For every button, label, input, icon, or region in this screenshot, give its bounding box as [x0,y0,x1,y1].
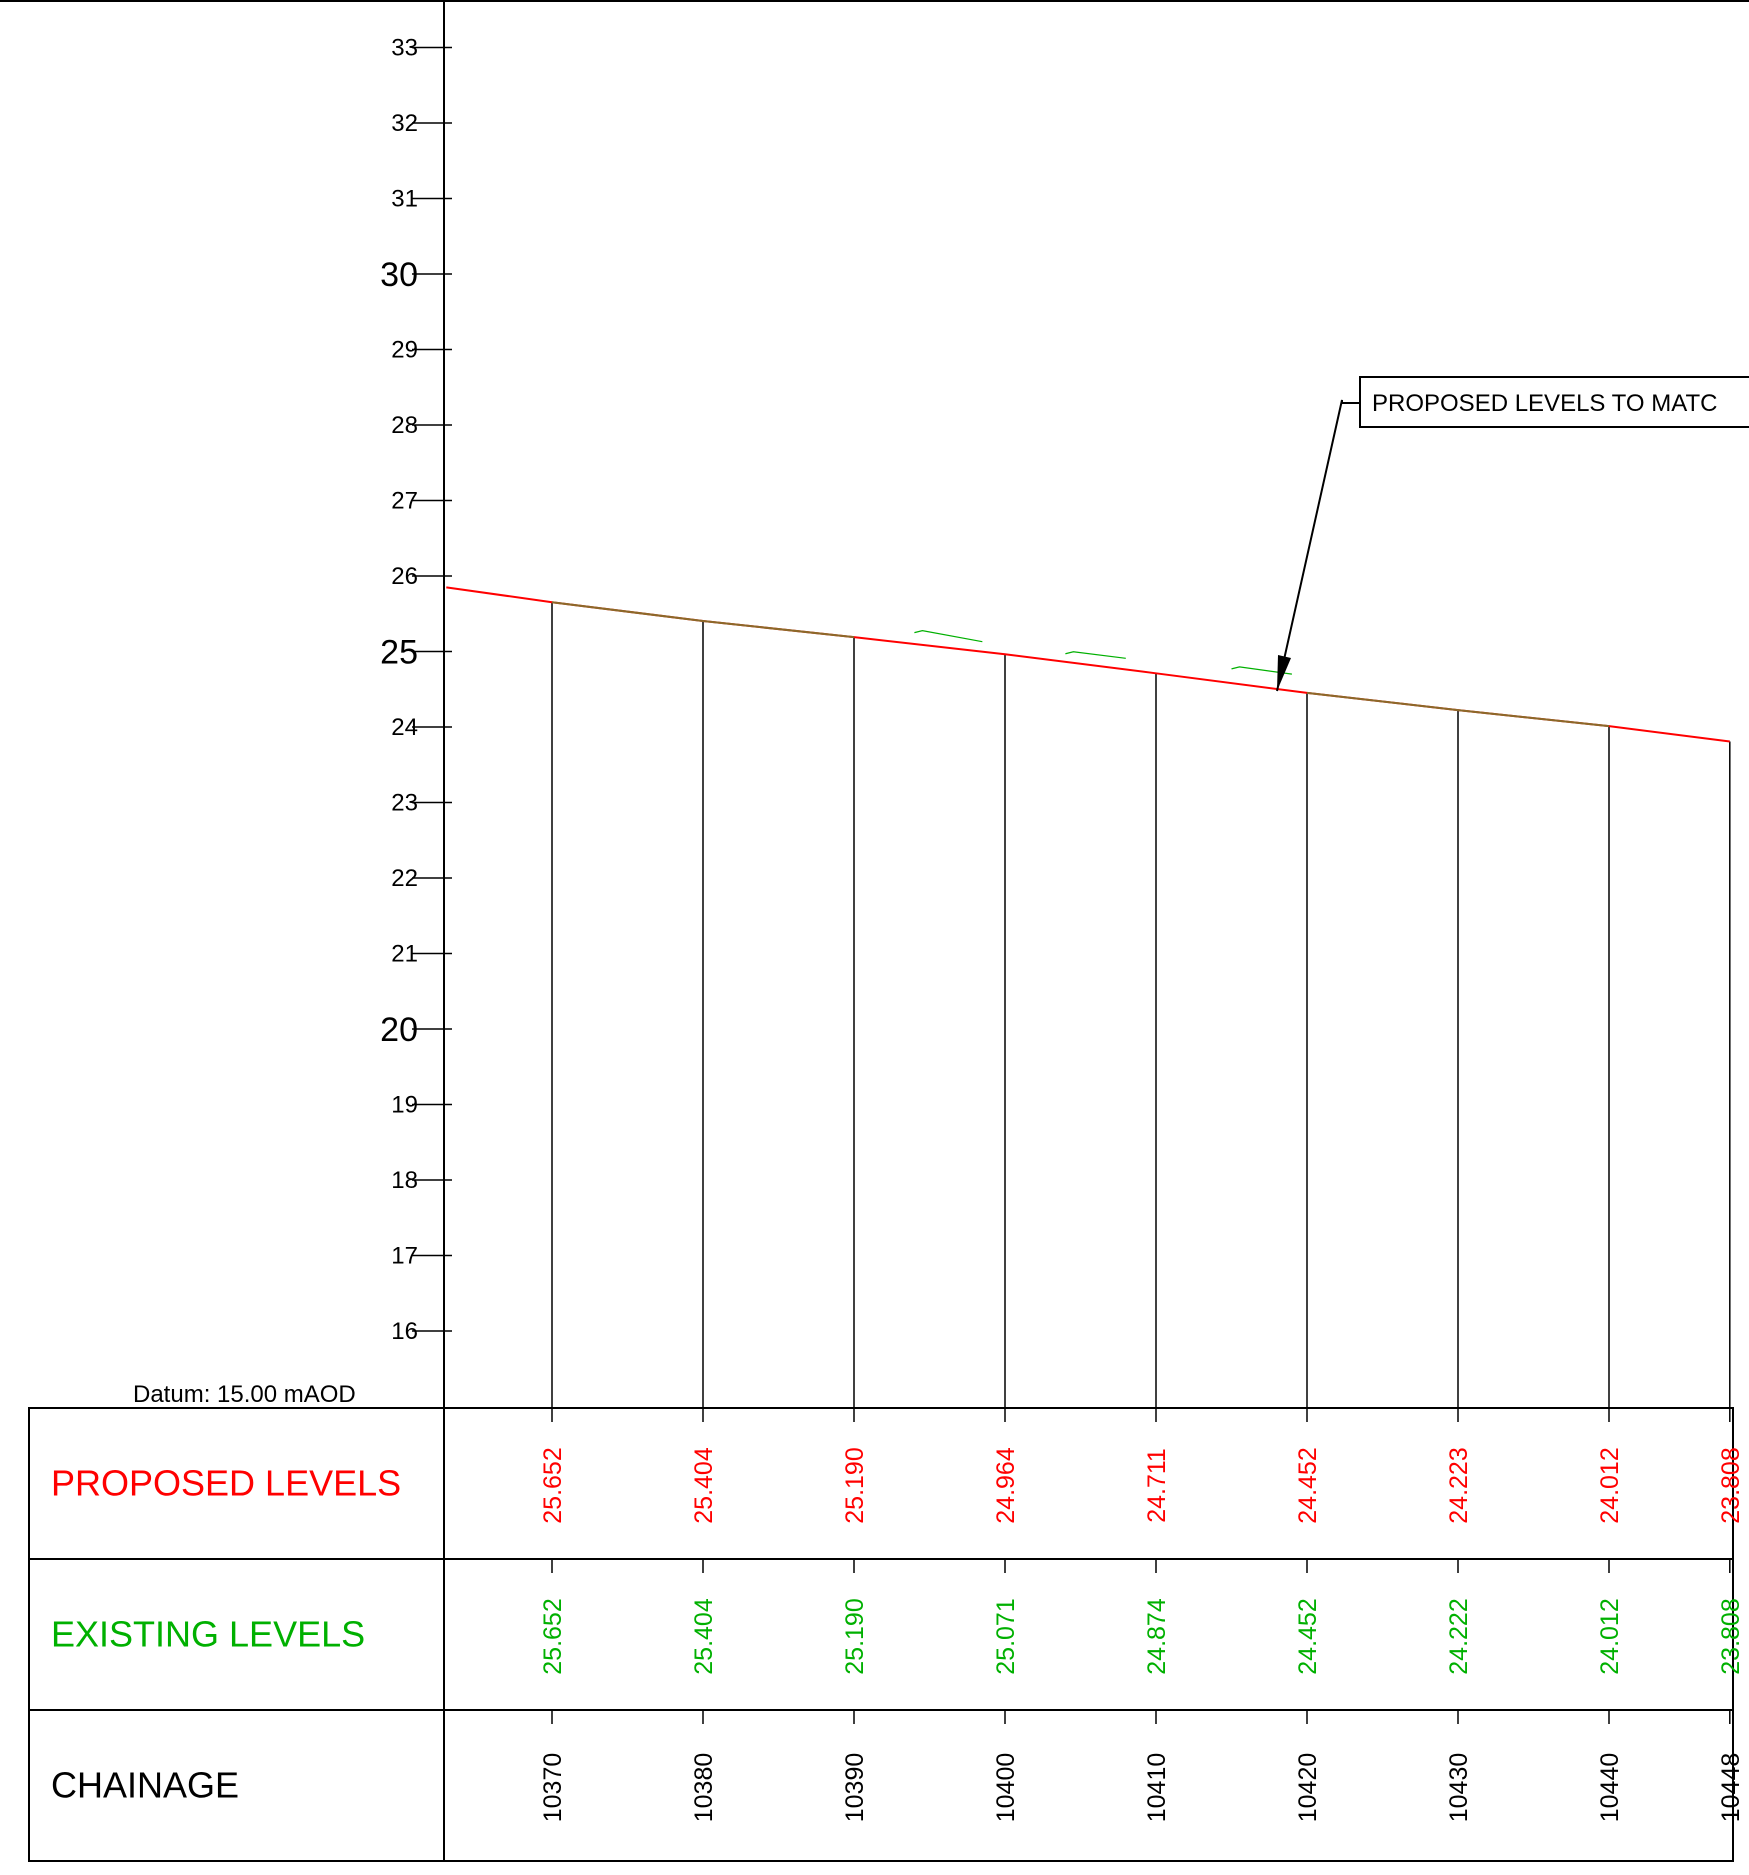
table-cell-value: 24.964 [992,1447,1020,1524]
table-cell-value: 25.652 [539,1447,567,1523]
table-cell-value: 10430 [1445,1753,1473,1823]
callout-annotation: PROPOSED LEVELS TO MATC [1276,376,1749,692]
callout-arrowhead [1277,655,1291,691]
matched-level-line [1306,691,1610,728]
y-tick-label: 25 [380,634,418,672]
table-cell-value: 23.808 [1717,1598,1745,1674]
y-tick-label: 18 [391,1167,418,1194]
callout-text: PROPOSED LEVELS TO MATC [1372,390,1717,417]
table-cell-value: 10410 [1143,1753,1171,1823]
table-cell-value: 25.071 [992,1598,1020,1674]
callout-leader-line [1276,399,1360,692]
table-frame [28,1407,1734,1862]
table-row-label: EXISTING LEVELS [51,1614,365,1655]
table-row-label: CHAINAGE [51,1765,239,1806]
y-tick-label: 21 [391,941,418,968]
table-cell-value: 10400 [992,1753,1020,1823]
table-cell-value: 24.012 [1596,1447,1624,1523]
table-cell-value: 23.808 [1717,1447,1745,1523]
existing-level-fragment [1231,666,1292,675]
table-cell-value: 25.652 [539,1598,567,1674]
callout-box [1359,376,1749,428]
y-tick-label: 24 [391,714,418,741]
data-table: PROPOSED LEVELS 25.652 25.404 25.190 24.964 2… [28,1407,1745,1862]
y-tick-label: 28 [391,412,418,439]
y-tick-label: 32 [391,110,418,137]
table-cell-value: 24.223 [1445,1447,1473,1523]
y-tick-label: 33 [391,35,418,62]
table-cell-value: 10440 [1596,1753,1624,1823]
y-tick-label: 23 [391,790,418,817]
y-tick-label: 29 [391,337,418,364]
y-axis: 16 17 18 19 20 21 22 23 24 25 26 27 28 29 30 31 32 33 [380,2,452,1408]
y-tick-label: 26 [391,563,418,590]
table-cell-value: 25.404 [690,1447,718,1524]
y-tick-label: 30 [380,256,418,294]
y-tick-label: 17 [391,1243,418,1270]
table-cell-value: 25.190 [841,1447,869,1523]
y-tick-label: 27 [391,488,418,515]
table-cell-value: 24.874 [1143,1598,1171,1675]
datum-label: Datum: 15.00 mAOD [133,1381,356,1408]
table-cell-value: 10380 [690,1753,718,1823]
matched-level-line [551,601,855,639]
table-cell-value: 25.404 [690,1598,718,1675]
table-cell-value: 10420 [1294,1753,1322,1823]
table-cell-value: 24.711 [1143,1448,1171,1523]
table-cell-value: 25.190 [841,1598,869,1674]
table-cell-value: 10370 [539,1753,567,1823]
y-tick-label: 22 [391,865,418,892]
y-tick-label: 16 [391,1318,418,1345]
y-tick-label: 31 [391,186,418,213]
table-row-label: PROPOSED LEVELS [51,1463,401,1504]
y-tick-label: 20 [380,1011,418,1049]
existing-level-fragment [914,630,983,643]
table-cell-value: 10390 [841,1753,869,1823]
table-cell-value: 10448 [1717,1753,1745,1823]
table-cell-value: 24.452 [1294,1447,1322,1523]
y-tick-label: 19 [391,1092,418,1119]
table-cell-value: 24.452 [1294,1598,1322,1674]
table-cell-value: 24.222 [1445,1598,1473,1674]
existing-level-fragment [1065,651,1126,659]
plot-area [446,586,1731,1408]
table-cell-value: 24.012 [1596,1598,1624,1674]
